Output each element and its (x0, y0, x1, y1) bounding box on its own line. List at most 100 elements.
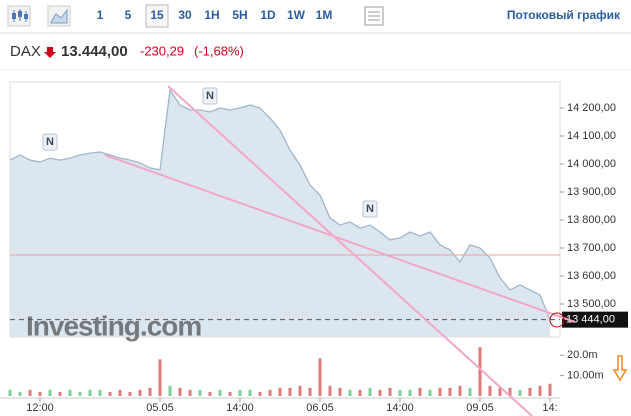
y-tick-label: 13 600,00 (567, 270, 616, 282)
volume-bar (118, 389, 122, 396)
interval-button[interactable]: 1H (204, 8, 219, 22)
price-line (9, 88, 551, 320)
y-tick-label: 13 900,00 (567, 186, 616, 198)
interval-button[interactable]: 1D (260, 8, 276, 22)
volume-bar (48, 389, 52, 396)
watermark: Investing.com (26, 310, 201, 341)
volume-bar (58, 391, 62, 396)
volume-bar (148, 387, 152, 396)
x-tick-label: 14: (542, 402, 557, 414)
interval-button[interactable]: 15 (150, 8, 164, 22)
volume-bar (98, 389, 102, 396)
change: -230,29 (140, 43, 184, 58)
volume-bar (458, 385, 462, 396)
volume-bar (308, 387, 312, 396)
volume-bar (188, 389, 192, 396)
y-tick-label: 14 100,00 (567, 130, 616, 142)
trend-line (104, 154, 576, 323)
volume-bar (528, 387, 532, 396)
interval-button[interactable]: 1 (97, 8, 104, 22)
y-tick-label: 13 700,00 (567, 242, 616, 254)
area-icon[interactable] (47, 5, 71, 27)
volume-bar (88, 389, 92, 396)
volume-bar (478, 347, 482, 396)
volume-bar (28, 389, 32, 396)
interval-button[interactable]: 30 (178, 8, 192, 22)
news-label: N (206, 90, 214, 102)
volume-bar (398, 389, 402, 396)
volume-bar (38, 391, 42, 396)
volume-bar (68, 389, 72, 396)
y-tick-label: 14 200,00 (567, 102, 616, 114)
y-tick-label: 13 800,00 (567, 214, 616, 226)
volume-tick-label: 10.00m (567, 370, 604, 382)
trend-line (167, 85, 533, 416)
volume-bar (228, 391, 232, 396)
volume-bar (548, 383, 552, 396)
volume-bar (438, 387, 442, 396)
volume-bar (108, 391, 112, 396)
x-tick-label: 09.05 (466, 402, 494, 414)
down-arrow (44, 47, 56, 58)
volume-bar (518, 389, 522, 396)
volume-bar (418, 387, 422, 396)
volume-bar (348, 389, 352, 396)
volume-bar (508, 387, 512, 396)
volume-bar (178, 387, 182, 396)
volume-bar (538, 385, 542, 396)
volume-bar (208, 391, 212, 396)
volume-bar (388, 387, 392, 396)
stream-link[interactable]: Потоковый график (507, 8, 621, 22)
active-interval-box (145, 4, 169, 28)
change-percent: (-1,68%) (194, 43, 244, 58)
volume-bar (268, 389, 272, 396)
volume-bar (298, 385, 302, 396)
volume-bar (468, 387, 472, 396)
volume-bar (198, 389, 202, 396)
volume-bar (368, 387, 372, 396)
volume-bar (448, 387, 452, 396)
last-price-label: 13 444,00 (566, 314, 615, 326)
x-tick-label: 06.05 (306, 402, 334, 414)
interval-button[interactable]: 5H (232, 8, 247, 22)
volume-bar (78, 391, 82, 396)
volume-bar (18, 391, 22, 396)
volume-tick-label: 20.0m (567, 349, 598, 361)
volume-bar (358, 389, 362, 396)
x-tick-label: 05.05 (146, 402, 174, 414)
x-tick-label: 14:00 (386, 402, 414, 414)
volume-bar (258, 391, 262, 396)
volume-bar (408, 389, 412, 396)
volume-bar (248, 389, 252, 396)
news-marker[interactable] (42, 133, 58, 151)
news-label: N (366, 203, 374, 215)
volume-bar (138, 389, 142, 396)
price: 13.444,00 (61, 43, 128, 60)
interval-button[interactable]: 1M (316, 8, 333, 22)
area-fill (10, 90, 550, 337)
candle-icon[interactable] (7, 5, 31, 27)
volume-bar (338, 387, 342, 396)
volume-bar (128, 391, 132, 396)
interval-button[interactable]: 5 (125, 8, 132, 22)
y-tick-label: 14 000,00 (567, 158, 616, 170)
interval-button[interactable]: 1W (287, 8, 306, 22)
last-price-box (562, 311, 628, 328)
marker-circle (549, 312, 565, 328)
volume-bar (428, 389, 432, 396)
news-marker[interactable] (202, 87, 218, 105)
volume-bar (488, 385, 492, 396)
volume-bar (8, 389, 12, 396)
scroll-icon[interactable] (612, 355, 628, 382)
volume-bar (328, 385, 332, 396)
volume-bar (378, 389, 382, 396)
news-marker[interactable] (362, 200, 378, 218)
volume-bar (238, 389, 242, 396)
volume-bar (498, 387, 502, 396)
settings-icon[interactable] (364, 6, 384, 26)
x-tick-label: 12:00 (26, 402, 54, 414)
volume-bar (278, 387, 282, 396)
volume-bar (288, 387, 292, 396)
x-tick-label: 14:00 (226, 402, 254, 414)
